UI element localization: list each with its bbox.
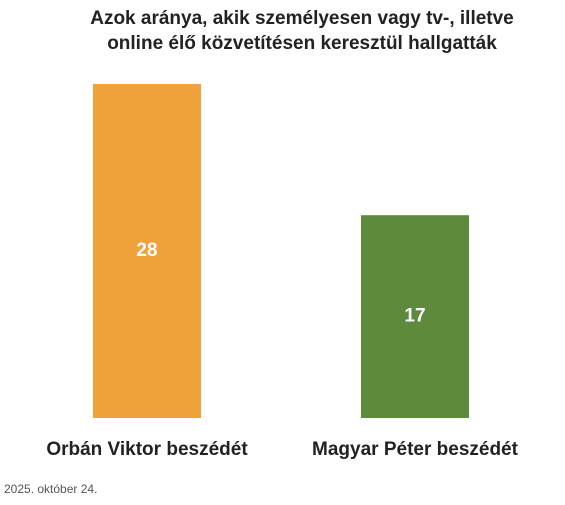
value-label: 28 <box>136 240 157 261</box>
category-label: Magyar Péter beszédét <box>312 439 519 460</box>
value-label: 17 <box>404 306 425 327</box>
bar <box>93 84 201 418</box>
bar <box>361 215 469 418</box>
chart-title: Azok aránya, akik személyesen vagy tv-, … <box>90 8 514 54</box>
category-label: Orbán Viktor beszédét <box>46 439 248 460</box>
footnote: 2025. október 24. <box>4 482 97 496</box>
